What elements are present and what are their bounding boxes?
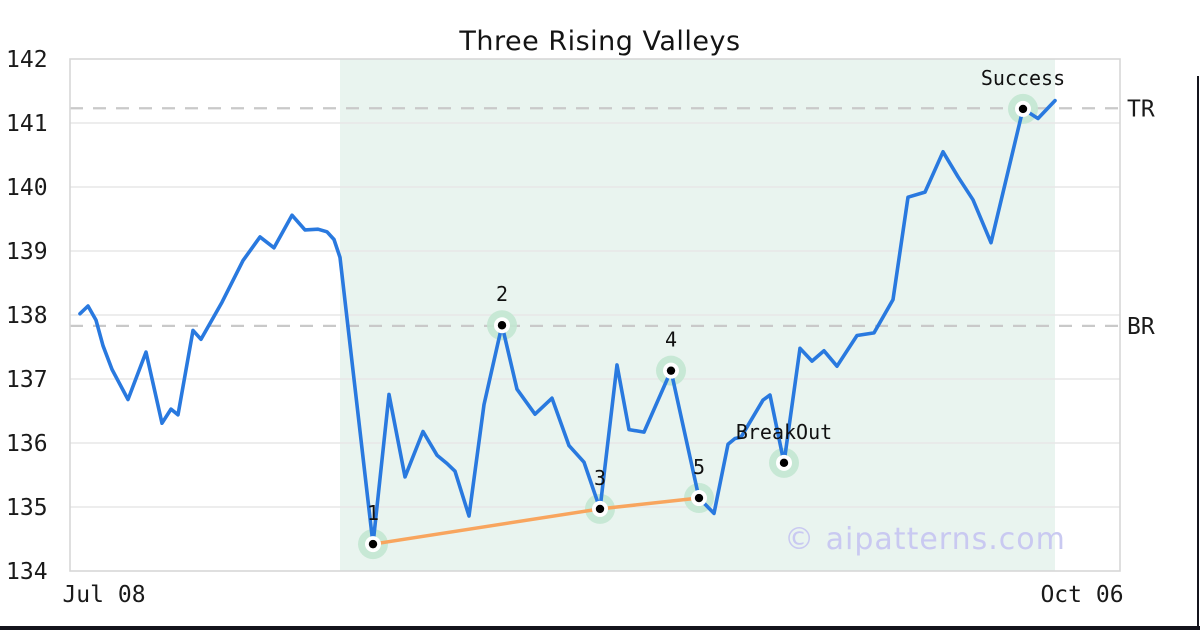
marker-dot bbox=[497, 321, 507, 330]
watermark: © aipatterns.com bbox=[784, 522, 1066, 557]
marker-dot bbox=[666, 366, 676, 375]
plot-border bbox=[69, 58, 1121, 572]
marker-dot bbox=[1018, 104, 1028, 114]
hline-label-br: BR bbox=[1127, 314, 1155, 340]
y-tick-label: 134 bbox=[6, 559, 48, 585]
marker-label-success: Success bbox=[981, 66, 1065, 90]
y-tick-label: 135 bbox=[6, 495, 48, 521]
marker-label-1: 1 bbox=[367, 501, 379, 525]
marker-label-3: 3 bbox=[594, 466, 606, 490]
marker-dot bbox=[779, 458, 789, 468]
y-tick-label: 141 bbox=[6, 111, 48, 137]
price-line bbox=[78, 98, 1057, 546]
chart-title: Three Rising Valleys bbox=[459, 26, 741, 57]
y-tick-label: 136 bbox=[6, 431, 48, 457]
marker-dot bbox=[368, 539, 378, 549]
marker-dot bbox=[595, 504, 605, 514]
bottom-frame-bar bbox=[0, 626, 1200, 630]
y-tick-label: 142 bbox=[6, 47, 48, 73]
y-tick-label: 139 bbox=[6, 239, 48, 265]
y-tick-label: 140 bbox=[6, 175, 48, 201]
marker-label-2: 2 bbox=[496, 282, 508, 306]
marker-label-4: 4 bbox=[665, 328, 677, 352]
marker-label-5: 5 bbox=[693, 455, 705, 479]
marker-dot bbox=[694, 493, 704, 503]
x-axis-end-label: Oct 06 bbox=[1040, 582, 1124, 608]
right-frame-bar bbox=[1197, 76, 1199, 630]
y-tick-label: 138 bbox=[6, 303, 48, 329]
marker-label-breakout: BreakOut bbox=[736, 420, 832, 444]
hline-label-tr: TR bbox=[1127, 96, 1155, 122]
x-axis-start-label: Jul 08 bbox=[62, 582, 146, 608]
y-tick-label: 137 bbox=[6, 367, 48, 393]
